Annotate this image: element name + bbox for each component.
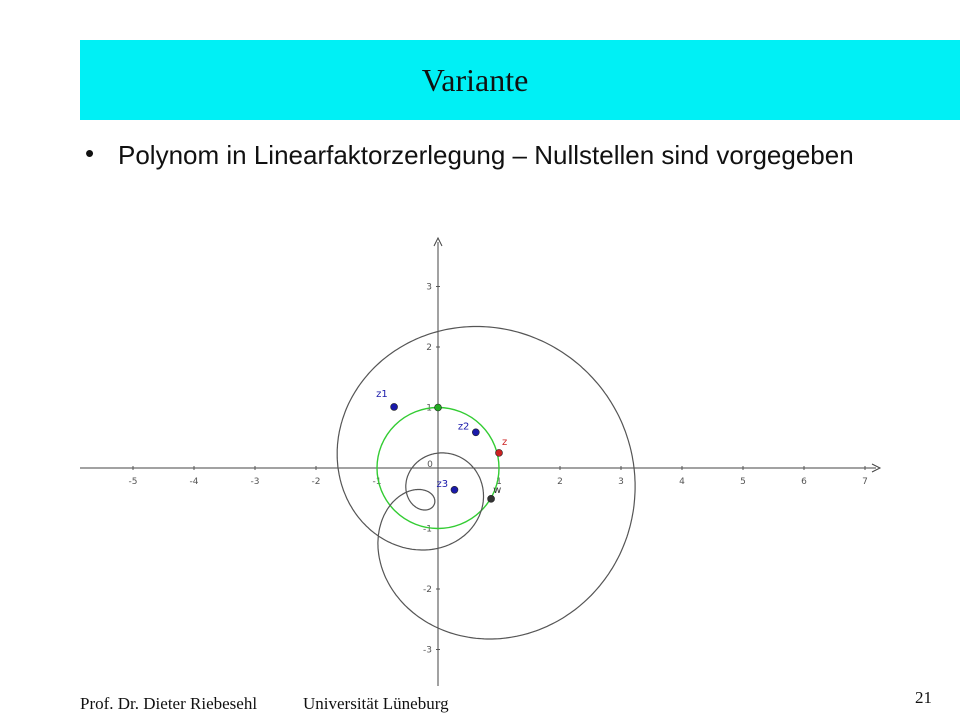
w-point-label: w <box>493 485 501 496</box>
image-curve <box>336 325 636 640</box>
x-tick-label: 7 <box>862 477 868 487</box>
z-point <box>495 449 503 457</box>
root-point <box>450 485 459 494</box>
y-tick-label: 2 <box>426 343 432 353</box>
x-tick-label: 0 <box>427 460 433 470</box>
bullet-dot: • <box>85 138 95 168</box>
x-tick-label: 5 <box>740 477 746 487</box>
y-tick-label: -3 <box>423 646 432 656</box>
x-tick-label: -5 <box>129 477 138 487</box>
page-number: 21 <box>915 688 932 707</box>
z-point-label: z <box>502 437 507 448</box>
x-tick-label: -3 <box>251 477 260 487</box>
x-tick-label: -1 <box>373 477 382 487</box>
x-tick-label: 6 <box>801 477 807 487</box>
circle-point <box>434 403 442 412</box>
x-tick-label: 4 <box>679 477 685 487</box>
x-tick-label: -2 <box>312 477 321 487</box>
x-tick-label: -4 <box>190 477 199 487</box>
root-point <box>472 428 480 437</box>
x-tick-label: 2 <box>557 477 563 487</box>
root-point-label: z3 <box>436 479 448 490</box>
x-tick-label: 3 <box>618 477 624 487</box>
footer-author: Prof. Dr. Dieter Riebesehl <box>80 694 258 713</box>
bullet-text: Polynom in Linearfaktorzerlegung – Nulls… <box>118 140 854 170</box>
header-bar: Variante <box>80 40 960 120</box>
y-tick-label: 3 <box>426 283 432 293</box>
y-tick-label: -1 <box>423 525 432 535</box>
footer-university: Universität Lüneburg <box>303 694 449 713</box>
y-tick-label: -2 <box>423 585 432 595</box>
root-point-label: z1 <box>376 389 388 400</box>
root-point-label: z2 <box>458 421 470 432</box>
y-arrow <box>433 236 443 247</box>
slide-title: Variante <box>421 62 529 98</box>
root-point <box>390 403 398 411</box>
x-arrow <box>871 463 882 473</box>
w-point <box>487 495 495 503</box>
x-tick-label: 1 <box>496 477 502 487</box>
